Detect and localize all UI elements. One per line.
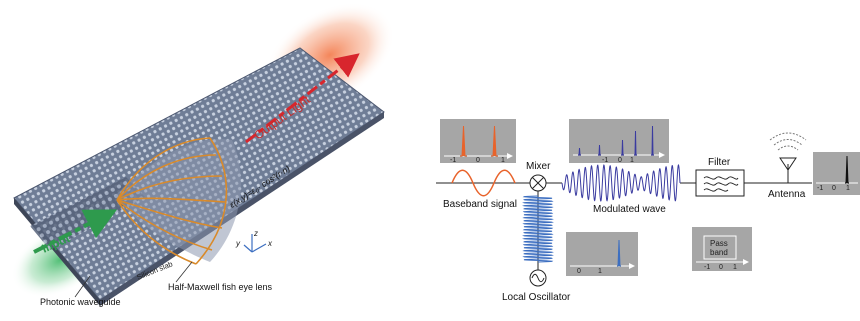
lens-region xyxy=(115,139,241,262)
local-oscillator-wave xyxy=(522,195,554,263)
local-oscillator-label: Local Oscillator xyxy=(502,292,571,303)
mixer-label: Mixer xyxy=(526,161,551,172)
mixer-symbol xyxy=(529,174,547,192)
slab-side-face xyxy=(100,112,384,306)
ant-tick-0: 0 xyxy=(832,185,836,192)
lens-rays xyxy=(116,137,228,265)
ant-tick-1: 1 xyxy=(846,185,850,192)
axis-y-label: y xyxy=(235,239,241,248)
lo-peak xyxy=(617,239,621,267)
lens-label: Half-Maxwell fish eye lens xyxy=(168,282,273,292)
modulated-wave xyxy=(561,164,681,202)
baseband-peak-right xyxy=(491,125,498,157)
antenna-symbol xyxy=(769,132,807,183)
oscillator-symbol xyxy=(529,269,547,287)
pass-tick-minus1: -1 xyxy=(704,264,710,271)
lo-tick-0: 0 xyxy=(577,268,581,275)
baseband-peak-left xyxy=(460,125,467,157)
passband-line1: Pass xyxy=(710,239,728,248)
mod-tick-0: 0 xyxy=(618,157,622,164)
modulated-wave-label: Modulated wave xyxy=(593,204,666,215)
filter-label: Filter xyxy=(708,157,731,168)
lens-callout-line xyxy=(175,261,193,283)
photonic-callout-line xyxy=(74,275,91,298)
axis-z-label: z xyxy=(253,229,258,238)
mod-peak-2 xyxy=(598,144,601,156)
mod-tick-1: 1 xyxy=(630,157,634,164)
baseband-tick-1: 1 xyxy=(501,157,505,164)
pass-tick-0: 0 xyxy=(719,264,723,271)
pass-tick-1: 1 xyxy=(733,264,737,271)
baseband-spectrum-plot: -1 0 1 xyxy=(440,119,516,164)
mod-peak-3 xyxy=(621,139,624,156)
lo-tick-1: 1 xyxy=(598,268,602,275)
output-arrow xyxy=(245,53,360,144)
mod-peak-5 xyxy=(651,125,654,156)
passband-line2: band xyxy=(710,248,728,257)
antenna-peak xyxy=(845,155,849,184)
baseband-label: Baseband signal xyxy=(443,199,517,210)
baseband-wave xyxy=(451,169,516,197)
passband-plot: Pass band -1 0 1 xyxy=(692,227,752,271)
axis-triad: z x y xyxy=(235,229,273,253)
lo-spectrum-plot: 0 1 xyxy=(566,232,638,276)
antenna-spectrum-plot: -1 0 1 xyxy=(813,152,860,195)
axis-x-label: x xyxy=(267,239,273,248)
rf-block-diagram: Baseband signal Mixer Modulated wave Loc… xyxy=(436,119,860,303)
baseband-tick-minus1: -1 xyxy=(450,157,456,164)
mod-tick-minus1: -1 xyxy=(602,157,608,164)
ant-tick-minus1: -1 xyxy=(817,185,823,192)
modulated-spectrum-plot: -1 0 1 xyxy=(569,119,669,164)
photonic-waveguide-label: Photonic waveguide xyxy=(40,297,121,307)
mod-peak-1 xyxy=(578,147,581,156)
photonic-device-illustration: Input Output Light ε(x,y)=ε₀· cos²(r·n) … xyxy=(11,2,395,307)
baseband-tick-0: 0 xyxy=(476,157,480,164)
filter-symbol xyxy=(695,169,745,197)
antenna-label: Antenna xyxy=(768,189,806,200)
mod-peak-4 xyxy=(634,130,637,156)
